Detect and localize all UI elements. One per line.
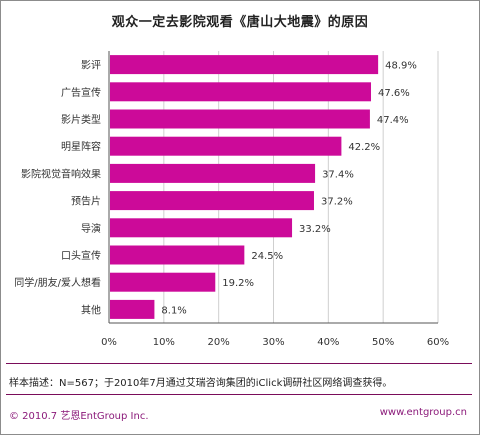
category-label: 明星阵容 — [61, 140, 101, 153]
x-tick-label: 30% — [262, 337, 284, 348]
data-label: 37.2% — [321, 197, 353, 208]
note-divider-top — [6, 363, 472, 364]
bar — [110, 218, 293, 238]
category-label: 预告片 — [71, 195, 101, 208]
bar — [110, 55, 379, 75]
copyright-text: © 2010.7 艺恩EntGroup Inc. — [9, 411, 149, 422]
data-label: 42.2% — [348, 142, 380, 153]
data-label: 37.4% — [322, 169, 354, 180]
x-tick-label: 40% — [317, 337, 339, 348]
category-label: 影片类型 — [61, 113, 101, 126]
bar — [110, 82, 372, 102]
category-label: 其他 — [81, 303, 101, 316]
x-tick-label: 10% — [153, 337, 175, 348]
chart-title: 观众一定去影院观看《唐山大地震》的原因 — [111, 15, 369, 30]
data-label: 47.4% — [377, 115, 409, 126]
category-label: 导演 — [81, 222, 101, 235]
bar — [110, 191, 314, 211]
bar-chart: 0% 10% 20% 30% 40% 50% 60% 影评 48.9% 广告宣传 47.6% 影片类型… — [14, 51, 449, 348]
sample-note: 样本描述：N=567；于2010年7月通过艾瑞咨询集团的iClick调研社区网络… — [9, 378, 393, 389]
data-label: 24.5% — [251, 251, 283, 262]
x-tick-label: 50% — [372, 337, 394, 348]
footer-divider — [6, 394, 472, 395]
data-label: 33.2% — [299, 224, 331, 235]
category-label: 影院视觉音响效果 — [21, 167, 101, 180]
x-tick-label: 60% — [427, 337, 449, 348]
data-label: 47.6% — [378, 88, 410, 99]
x-tick-label: 0% — [101, 337, 117, 348]
bar — [110, 109, 370, 129]
bar — [110, 245, 245, 265]
website-link[interactable]: www.entgroup.cn — [379, 407, 467, 418]
category-label: 同学/朋友/爱人想看 — [14, 276, 101, 289]
x-tick-label: 20% — [208, 337, 230, 348]
bar — [110, 272, 216, 292]
bar — [110, 163, 316, 183]
data-label: 19.2% — [222, 278, 254, 289]
bar — [110, 299, 155, 319]
category-label: 影评 — [81, 60, 101, 72]
data-label: 48.9% — [385, 61, 417, 72]
category-label: 广告宣传 — [61, 86, 101, 99]
category-label: 口头宣传 — [61, 249, 101, 262]
bar — [110, 136, 342, 156]
data-label: 8.1% — [161, 305, 186, 316]
